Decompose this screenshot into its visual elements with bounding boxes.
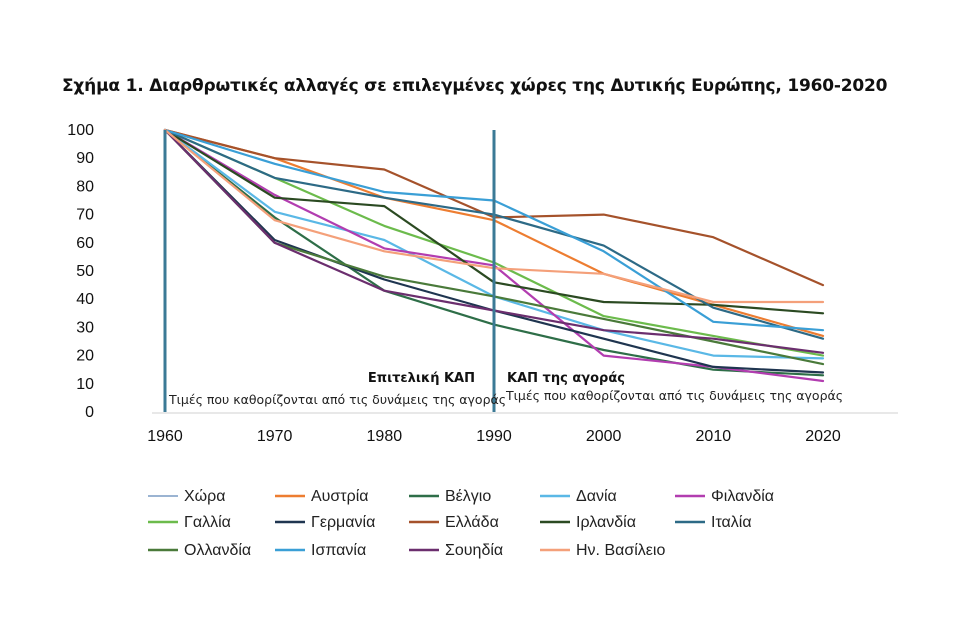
legend: Χώρα Αυστρία Βέλγιο Δανία Φιλανδία Γαλλία Γερμ… (148, 488, 774, 559)
y-tick-label: 90 (76, 150, 94, 167)
x-tick-label: 1970 (257, 428, 293, 445)
zone-2-title: ΚΑΠ της αγοράς (507, 371, 625, 386)
y-axis-ticks: 0 10 20 30 40 50 60 70 80 90 100 (67, 122, 94, 421)
zone-1-title: Επιτελική ΚΑΠ (368, 371, 475, 386)
x-tick-label: 1990 (476, 428, 512, 445)
legend-label-6: Γερμανία (311, 514, 375, 531)
x-tick-label: 2000 (586, 428, 622, 445)
legend-label-5: Γαλλία (184, 514, 231, 531)
y-tick-label: 100 (67, 122, 94, 139)
y-tick-label: 50 (76, 263, 94, 280)
legend-label-8: Ιρλανδία (576, 514, 636, 531)
y-tick-label: 20 (76, 348, 94, 365)
y-tick-label: 30 (76, 319, 94, 336)
legend-label-3: Δανία (576, 488, 617, 505)
chart-title: Σχήμα 1. Διαρθρωτικές αλλαγές σε επιλεγμ… (62, 76, 888, 96)
y-tick-label: 0 (85, 404, 94, 421)
legend-label-10: Ολλανδία (184, 542, 251, 559)
y-tick-label: 70 (76, 207, 94, 224)
legend-label-12: Σουηδία (445, 542, 503, 559)
legend-label-0: Χώρα (184, 488, 226, 505)
legend-label-9: Ιταλία (711, 514, 752, 531)
policy-zone-labels: Επιτελική ΚΑΠ Τιμές που καθορίζονται από… (168, 371, 843, 407)
x-tick-label: 1980 (367, 428, 403, 445)
x-tick-label: 2020 (805, 428, 841, 445)
y-tick-label: 40 (76, 291, 94, 308)
x-tick-label: 2010 (696, 428, 732, 445)
legend-label-13: Ην. Βασίλειο (576, 542, 665, 559)
legend-label-7: Ελλάδα (445, 514, 499, 531)
y-tick-label: 60 (76, 235, 94, 252)
legend-label-2: Βέλγιο (445, 488, 491, 505)
legend-label-4: Φιλανδία (711, 488, 774, 505)
legend-label-11: Ισπανία (311, 542, 366, 559)
policy-markers (163, 130, 496, 412)
y-tick-label: 80 (76, 178, 94, 195)
x-tick-label: 1960 (147, 428, 183, 445)
zone-2-subtitle: Τιμές που καθορίζονται από τις δυνάμεις … (505, 388, 843, 403)
y-tick-label: 10 (76, 376, 94, 393)
zone-1-subtitle: Τιμές που καθορίζονται από τις δυνάμεις … (168, 392, 506, 407)
legend-label-1: Αυστρία (311, 488, 369, 505)
x-axis-ticks: 1960 1970 1980 1990 2000 2010 2020 (147, 428, 841, 445)
